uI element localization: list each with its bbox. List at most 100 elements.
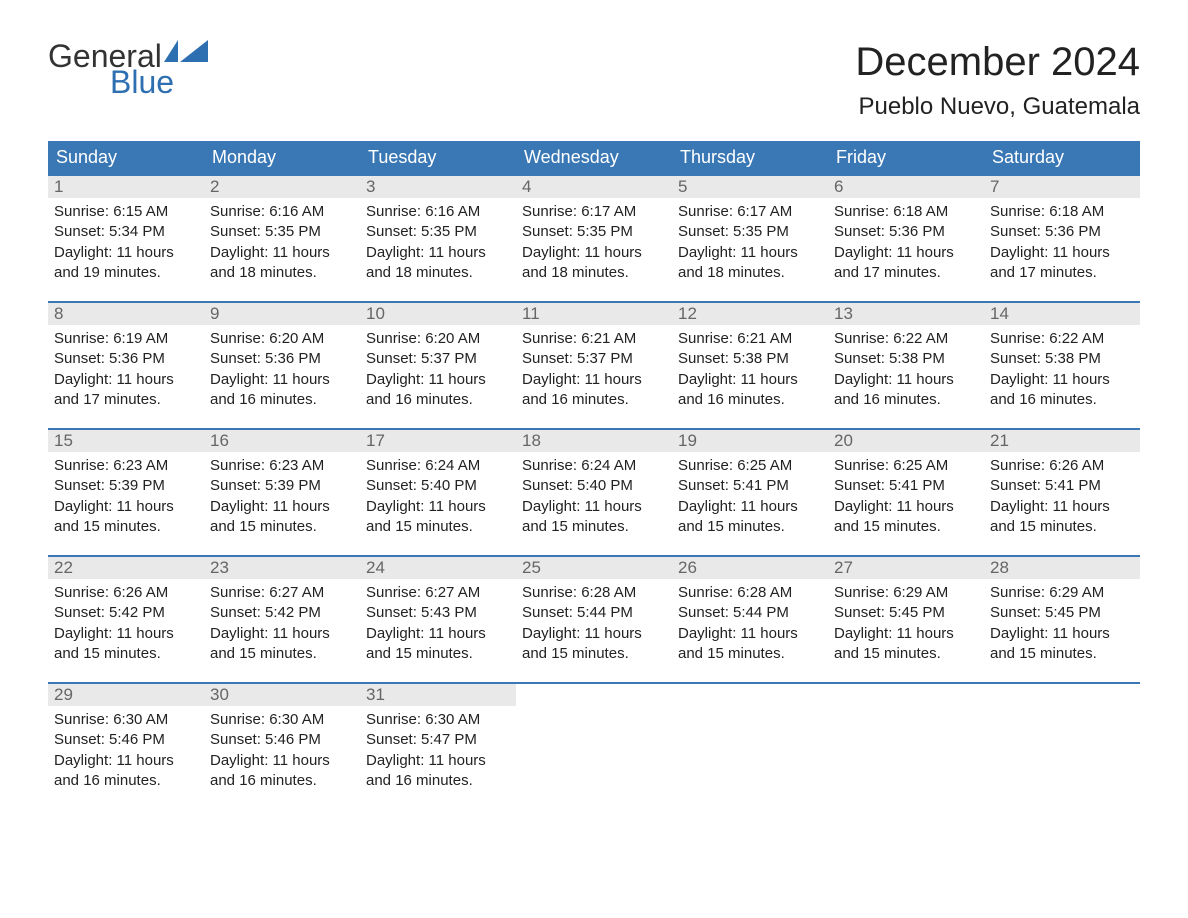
- sunrise-text: Sunrise: 6:25 AM: [678, 456, 822, 476]
- brand-logo: General Blue: [48, 40, 208, 98]
- day-details: Sunrise: 6:20 AMSunset: 5:37 PMDaylight:…: [360, 325, 516, 414]
- sunset-text: Sunset: 5:45 PM: [990, 603, 1134, 623]
- sunset-text: Sunset: 5:42 PM: [54, 603, 198, 623]
- sunset-text: Sunset: 5:43 PM: [366, 603, 510, 623]
- sunrise-text: Sunrise: 6:16 AM: [210, 202, 354, 222]
- calendar-day: 25Sunrise: 6:28 AMSunset: 5:44 PMDayligh…: [516, 557, 672, 668]
- day-number: 12: [672, 303, 828, 325]
- day-number: 23: [204, 557, 360, 579]
- daylight-text: Daylight: 11 hours and 15 minutes.: [990, 624, 1134, 665]
- day-details: Sunrise: 6:29 AMSunset: 5:45 PMDaylight:…: [984, 579, 1140, 668]
- calendar: SundayMondayTuesdayWednesdayThursdayFrid…: [48, 141, 1140, 795]
- calendar-day: 13Sunrise: 6:22 AMSunset: 5:38 PMDayligh…: [828, 303, 984, 414]
- sunrise-text: Sunrise: 6:22 AM: [834, 329, 978, 349]
- daylight-text: Daylight: 11 hours and 18 minutes.: [366, 243, 510, 284]
- sunset-text: Sunset: 5:37 PM: [522, 349, 666, 369]
- calendar-day: 31Sunrise: 6:30 AMSunset: 5:47 PMDayligh…: [360, 684, 516, 795]
- calendar-day-empty: [828, 684, 984, 795]
- page-header: General Blue December 2024 Pueblo Nuevo,…: [48, 40, 1140, 121]
- logo-text-blue: Blue: [110, 66, 208, 98]
- sunset-text: Sunset: 5:36 PM: [834, 222, 978, 242]
- calendar-day: 11Sunrise: 6:21 AMSunset: 5:37 PMDayligh…: [516, 303, 672, 414]
- calendar-day: 3Sunrise: 6:16 AMSunset: 5:35 PMDaylight…: [360, 176, 516, 287]
- calendar-day: 24Sunrise: 6:27 AMSunset: 5:43 PMDayligh…: [360, 557, 516, 668]
- day-number: [984, 684, 1140, 706]
- day-details: Sunrise: 6:29 AMSunset: 5:45 PMDaylight:…: [828, 579, 984, 668]
- sunrise-text: Sunrise: 6:20 AM: [366, 329, 510, 349]
- calendar-day: 22Sunrise: 6:26 AMSunset: 5:42 PMDayligh…: [48, 557, 204, 668]
- daylight-text: Daylight: 11 hours and 16 minutes.: [522, 370, 666, 411]
- day-number: 24: [360, 557, 516, 579]
- daylight-text: Daylight: 11 hours and 16 minutes.: [678, 370, 822, 411]
- calendar-day: 19 Sunrise: 6:25 AMSunset: 5:41 PMDayligh…: [672, 430, 828, 541]
- day-details: Sunrise: 6:28 AMSunset: 5:44 PMDaylight:…: [516, 579, 672, 668]
- sunset-text: Sunset: 5:35 PM: [678, 222, 822, 242]
- day-details: Sunrise: 6:15 AMSunset: 5:34 PMDaylight:…: [48, 198, 204, 287]
- sunrise-text: Sunrise: 6:23 AM: [54, 456, 198, 476]
- day-details: Sunrise: 6:26 AMSunset: 5:42 PMDaylight:…: [48, 579, 204, 668]
- calendar-day: 7Sunrise: 6:18 AMSunset: 5:36 PMDaylight…: [984, 176, 1140, 287]
- calendar-day: 18Sunrise: 6:24 AMSunset: 5:40 PMDayligh…: [516, 430, 672, 541]
- sunrise-text: Sunrise: 6:29 AM: [990, 583, 1134, 603]
- day-details: Sunrise: 6:24 AMSunset: 5:40 PMDaylight:…: [516, 452, 672, 541]
- day-number: [828, 684, 984, 706]
- sunset-text: Sunset: 5:41 PM: [678, 476, 822, 496]
- day-number: 30: [204, 684, 360, 706]
- sunset-text: Sunset: 5:40 PM: [522, 476, 666, 496]
- sunrise-text: Sunrise: 6:27 AM: [210, 583, 354, 603]
- daylight-text: Daylight: 11 hours and 16 minutes.: [366, 370, 510, 411]
- day-details: Sunrise: 6:22 AMSunset: 5:38 PMDaylight:…: [828, 325, 984, 414]
- sunrise-text: Sunrise: 6:26 AM: [990, 456, 1134, 476]
- day-details: Sunrise: 6:26 AMSunset: 5:41 PMDaylight:…: [984, 452, 1140, 541]
- day-number: 7: [984, 176, 1140, 198]
- day-details: Sunrise: 6:19 AMSunset: 5:36 PMDaylight:…: [48, 325, 204, 414]
- sunset-text: Sunset: 5:38 PM: [834, 349, 978, 369]
- day-number: 19: [672, 430, 828, 452]
- sunrise-text: Sunrise: 6:30 AM: [54, 710, 198, 730]
- calendar-day: 30Sunrise: 6:30 AMSunset: 5:46 PMDayligh…: [204, 684, 360, 795]
- day-details: Sunrise: 6:18 AMSunset: 5:36 PMDaylight:…: [984, 198, 1140, 287]
- daylight-text: Daylight: 11 hours and 15 minutes.: [834, 624, 978, 665]
- weekday-header: Thursday: [672, 141, 828, 174]
- sunrise-text: Sunrise: 6:28 AM: [678, 583, 822, 603]
- sunrise-text: Sunrise: 6:16 AM: [366, 202, 510, 222]
- daylight-text: Daylight: 11 hours and 16 minutes.: [54, 751, 198, 792]
- sunrise-text: Sunrise: 6:22 AM: [990, 329, 1134, 349]
- daylight-text: Daylight: 11 hours and 17 minutes.: [834, 243, 978, 284]
- calendar-day: 10Sunrise: 6:20 AMSunset: 5:37 PMDayligh…: [360, 303, 516, 414]
- day-details: Sunrise: 6:16 AMSunset: 5:35 PMDaylight:…: [204, 198, 360, 287]
- day-number: 31: [360, 684, 516, 706]
- sunset-text: Sunset: 5:36 PM: [54, 349, 198, 369]
- day-number: 25: [516, 557, 672, 579]
- sunset-text: Sunset: 5:41 PM: [834, 476, 978, 496]
- day-number: 16: [204, 430, 360, 452]
- daylight-text: Daylight: 11 hours and 16 minutes.: [366, 751, 510, 792]
- location-subtitle: Pueblo Nuevo, Guatemala: [855, 93, 1140, 121]
- sunset-text: Sunset: 5:35 PM: [366, 222, 510, 242]
- sunset-text: Sunset: 5:35 PM: [522, 222, 666, 242]
- sunset-text: Sunset: 5:38 PM: [678, 349, 822, 369]
- sunrise-text: Sunrise: 6:15 AM: [54, 202, 198, 222]
- month-title: December 2024: [855, 40, 1140, 85]
- calendar-day: 4Sunrise: 6:17 AMSunset: 5:35 PMDaylight…: [516, 176, 672, 287]
- day-details: Sunrise: 6:28 AMSunset: 5:44 PMDaylight:…: [672, 579, 828, 668]
- daylight-text: Daylight: 11 hours and 15 minutes.: [678, 497, 822, 538]
- calendar-day: 2Sunrise: 6:16 AMSunset: 5:35 PMDaylight…: [204, 176, 360, 287]
- weekday-header: Tuesday: [360, 141, 516, 174]
- daylight-text: Daylight: 11 hours and 15 minutes.: [54, 624, 198, 665]
- sunset-text: Sunset: 5:36 PM: [210, 349, 354, 369]
- sunset-text: Sunset: 5:35 PM: [210, 222, 354, 242]
- sunset-text: Sunset: 5:44 PM: [678, 603, 822, 623]
- sunrise-text: Sunrise: 6:18 AM: [834, 202, 978, 222]
- calendar-day: 14Sunrise: 6:22 AMSunset: 5:38 PMDayligh…: [984, 303, 1140, 414]
- day-details: Sunrise: 6:27 AMSunset: 5:43 PMDaylight:…: [360, 579, 516, 668]
- day-number: 29: [48, 684, 204, 706]
- sunrise-text: Sunrise: 6:29 AM: [834, 583, 978, 603]
- sunset-text: Sunset: 5:46 PM: [54, 730, 198, 750]
- daylight-text: Daylight: 11 hours and 18 minutes.: [210, 243, 354, 284]
- sunrise-text: Sunrise: 6:17 AM: [678, 202, 822, 222]
- daylight-text: Daylight: 11 hours and 15 minutes.: [834, 497, 978, 538]
- day-details: Sunrise: 6:24 AMSunset: 5:40 PMDaylight:…: [360, 452, 516, 541]
- day-details: Sunrise: 6:17 AMSunset: 5:35 PMDaylight:…: [672, 198, 828, 287]
- sunrise-text: Sunrise: 6:28 AM: [522, 583, 666, 603]
